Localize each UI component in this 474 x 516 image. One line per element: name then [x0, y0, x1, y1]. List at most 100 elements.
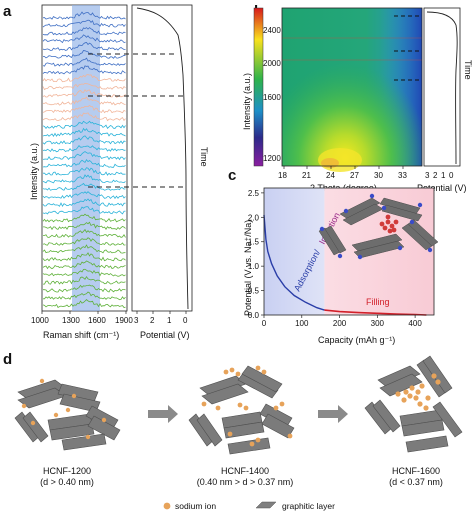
panel-a-xtick-1300: 1300	[62, 316, 80, 325]
panel-b-ytick-1200: 1200	[263, 154, 281, 163]
panel-a-potential-plot	[131, 4, 193, 314]
raman-spectrum-line	[42, 57, 126, 67]
panel-b-pot-tick-3: 3	[425, 171, 430, 180]
raman-spectrum-line	[42, 237, 126, 246]
panel-b-xtick-24: 24	[326, 171, 335, 180]
capacity-curve-filling	[324, 309, 427, 316]
raman-spectrum-line	[42, 120, 126, 130]
panel-a-raman-plot	[41, 4, 128, 314]
raman-spectrum-line	[42, 174, 126, 184]
panel-b-xtick-27: 27	[350, 171, 359, 180]
raman-spectrum-line	[42, 213, 126, 223]
panel-c-ytick-label: 1.0	[248, 262, 260, 271]
structure-hcnf-1400	[188, 365, 295, 455]
panel-b-pot-tick-1: 1	[441, 171, 446, 180]
raman-highlight-band	[72, 5, 100, 311]
panel-a-xlabel: Raman shift (cm⁻¹)	[43, 330, 119, 340]
panel-b-xtick-30: 30	[374, 171, 383, 180]
panel-a-pot-tick-0: 0	[183, 316, 188, 325]
arrow-1-icon	[148, 405, 178, 423]
label-hcnf-1200: HCNF-1200	[43, 466, 91, 476]
raman-spectrum-line	[42, 19, 126, 28]
raman-spectrum-line	[42, 228, 126, 238]
panel-c-inset-carbon-structure	[318, 193, 439, 260]
panel-b-potential-plot	[423, 7, 461, 167]
condition-hcnf-1600: (d < 0.37 nm)	[389, 477, 443, 487]
panel-c-xtick-label: 400	[408, 319, 422, 328]
raman-spectrum-line	[42, 34, 126, 44]
panel-c-ylabel: Potential (V vs. Na⁺/Na)	[243, 220, 253, 316]
raman-spectrum-line	[42, 112, 126, 122]
panel-a-dashed-markers	[88, 53, 186, 188]
panel-c-ytick-label: 0.5	[248, 287, 260, 296]
label-hcnf-1600: HCNF-1600	[392, 466, 440, 476]
panel-a-potential-label: Potential (V)	[140, 330, 190, 340]
panel-b-ytick-2000: 2000	[263, 59, 281, 68]
raman-spectrum-line	[42, 144, 126, 153]
structure-hcnf-1600	[364, 355, 463, 453]
panel-b-pot-tick-0: 0	[449, 171, 454, 180]
raman-spectrum-line	[43, 221, 126, 231]
panel-b-ytick-1600: 1600	[263, 93, 281, 102]
panel-a-xtick-1900: 1900	[115, 316, 133, 325]
panel-c-letter: c	[228, 167, 236, 184]
legend-graphitic-layer-icon	[255, 501, 277, 509]
raman-spectrum-line	[42, 82, 126, 91]
raman-spectrum-line	[42, 11, 126, 20]
panel-c-label-filling: Filling	[366, 297, 390, 307]
panel-c-xlabel: Capacity (mAh g⁻¹)	[318, 335, 395, 345]
panel-b-xtick-18: 18	[278, 171, 287, 180]
raman-spectrum-line	[42, 167, 126, 176]
raman-spectrum-line	[43, 275, 126, 285]
panel-a-time-label: Time	[199, 147, 209, 167]
capacity-curve-adsorption	[263, 214, 325, 311]
raman-spectrum-line	[43, 291, 126, 301]
raman-spectrum-line	[42, 96, 126, 106]
panel-b-potential-label: Potential (V)	[417, 183, 467, 193]
raman-spectrum-line	[42, 104, 126, 114]
panel-c-ytick-label: 2.0	[248, 213, 260, 222]
raman-spectrum-line	[42, 198, 126, 208]
panel-b-xrd-map	[281, 7, 423, 172]
legend-graphitic-layer-label: graphitic layer	[282, 501, 335, 511]
panel-a-pot-tick-2: 2	[150, 316, 155, 325]
raman-spectrum-line	[42, 206, 126, 215]
legend-sodium-ion-icon	[163, 502, 171, 510]
panel-c-xtick-label: 300	[371, 319, 385, 328]
raman-spectrum-line	[43, 284, 126, 293]
panel-b-ytick-2400: 2400	[263, 26, 281, 35]
raman-spectrum-line	[42, 89, 126, 98]
label-hcnf-1400: HCNF-1400	[221, 466, 269, 476]
raman-spectrum-line	[42, 299, 126, 308]
condition-hcnf-1200: (d > 0.40 nm)	[40, 477, 94, 487]
raman-spectrum-line	[42, 65, 126, 75]
raman-spectra	[42, 11, 126, 308]
raman-spectrum-line	[42, 191, 126, 200]
raman-spectrum-line	[42, 135, 126, 145]
panel-b-xtick-33: 33	[398, 171, 407, 180]
panel-c-ytick-label: 2.5	[248, 189, 260, 198]
panel-b-xtick-21: 21	[302, 171, 311, 180]
panel-a-xtick-1000: 1000	[31, 316, 49, 325]
panel-c-ytick-label: 0.0	[248, 311, 260, 320]
panel-b-ylabel: Intensity (a.u.)	[242, 73, 252, 130]
panel-c-ticks: 0 100 200 300 400 0.0 0.5 1.0 1.5 2.0 2.5	[248, 189, 422, 328]
raman-spectrum-line	[42, 260, 126, 270]
structure-hcnf-1200	[14, 378, 121, 451]
raman-spectrum-line	[42, 42, 126, 51]
raman-spectrum-line	[42, 252, 126, 262]
panel-c-xtick-label: 200	[333, 319, 347, 328]
raman-spectrum-line	[42, 27, 126, 36]
panel-a-letter: a	[3, 3, 12, 20]
raman-spectrum-line	[42, 127, 126, 137]
region-adsorption-insertion	[264, 188, 325, 315]
panel-a-xtick-1600: 1600	[88, 316, 106, 325]
raman-spectrum-line	[42, 268, 126, 277]
panel-b-colorbar	[253, 7, 264, 167]
panel-c-xtick-label: 100	[295, 319, 309, 328]
raman-spectrum-line	[42, 50, 126, 59]
panel-a-pot-tick-3: 3	[134, 316, 139, 325]
raman-spectrum-line	[42, 74, 126, 83]
panel-c-ytick-label: 1.5	[248, 238, 260, 247]
